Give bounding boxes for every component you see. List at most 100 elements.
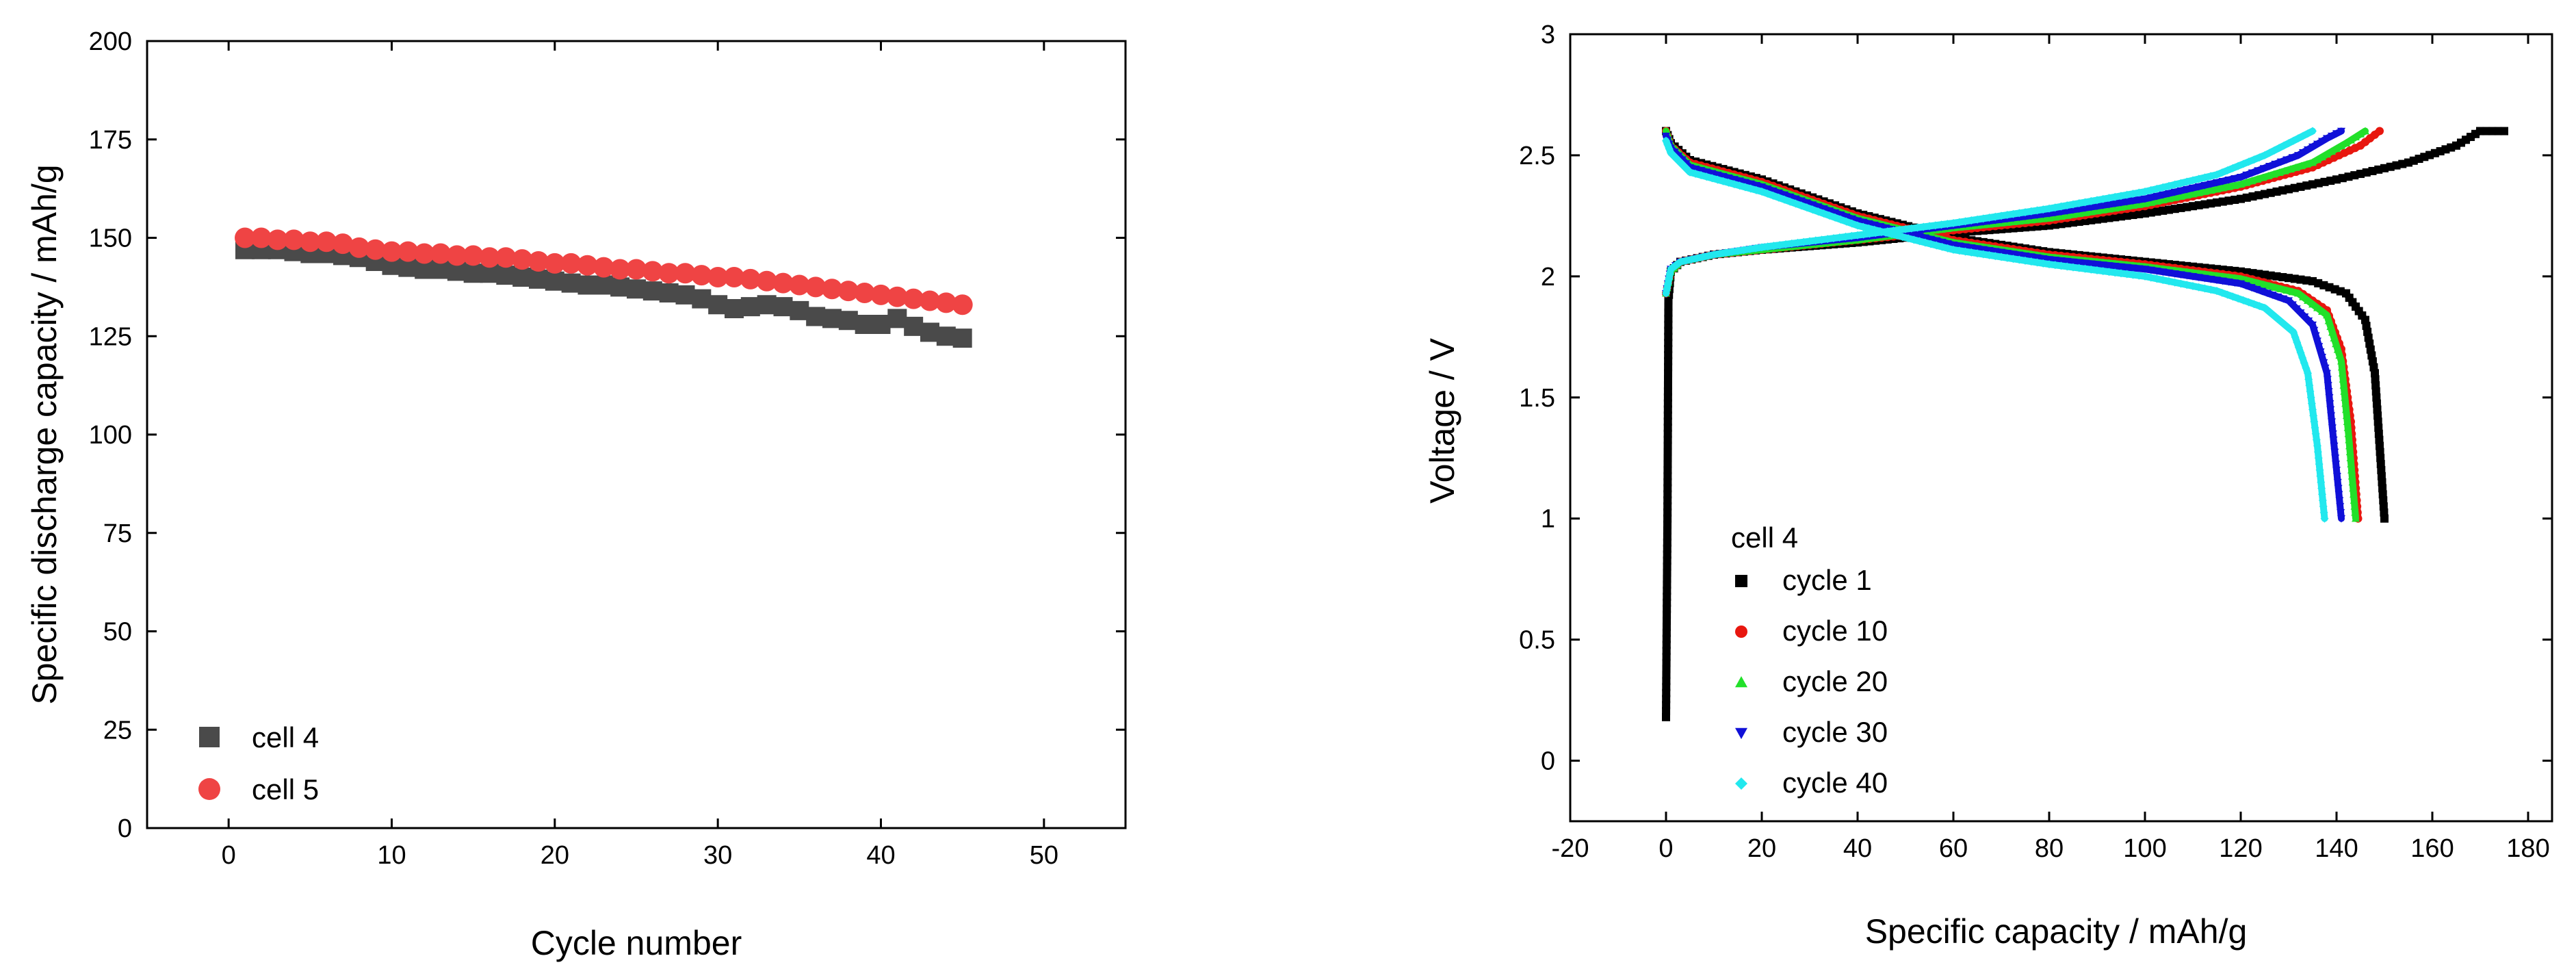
data-point-cell-5 [235, 227, 255, 248]
cycle-40-discharge-point [1985, 250, 1994, 259]
cycle-20-discharge-point [2345, 441, 2354, 450]
cycle-30-charge-point [2304, 146, 2312, 154]
data-point-cell-5 [837, 281, 859, 302]
data-point-cell-5 [675, 263, 696, 284]
cycle-30-charge-point [2081, 205, 2090, 212]
cycle-30-charge-point [2183, 185, 2191, 194]
cycle-30-discharge-point [2337, 509, 2345, 517]
cycle-40-discharge-point [2194, 283, 2203, 292]
cycle-40-charge-point [2183, 177, 2191, 186]
cycle-30-charge-point [2242, 171, 2251, 179]
cycle-20-charge-point [2087, 207, 2096, 216]
cycle-30-discharge-point [2285, 297, 2293, 305]
cycle-40-discharge-point [1955, 246, 1964, 255]
cycle-30-discharge-point [2141, 266, 2149, 274]
cycle-30-discharge-point [2122, 263, 2131, 272]
cycle-40-charge-point [1758, 243, 1766, 252]
cycle-30-charge-point [2093, 203, 2101, 211]
right-chart: -20 0 20 40 60 80 100 120 140 160 180 0 0.5 1 1.5 2 2.5 3… [1423, 21, 2553, 951]
cycle-30-charge-point [2271, 160, 2280, 168]
right-x-tick-label: 20 [1747, 834, 1776, 863]
right-y-tick-label: 1 [1541, 505, 1555, 534]
data-point-cell-5 [658, 263, 679, 284]
cycle-40-charge-point [2057, 202, 2066, 211]
cycle-30-discharge-point [2335, 497, 2344, 505]
cycle-40-discharge-point [2310, 417, 2319, 426]
cycle-40-charge-point [2081, 198, 2090, 207]
cycle-30-discharge-point [2230, 279, 2239, 287]
right-y-tick-label: 0 [1541, 747, 1555, 776]
data-point-cell-4 [920, 322, 939, 342]
cycle-40-discharge-point [1938, 242, 1947, 251]
cycle-30-discharge-point [1774, 189, 1783, 197]
cycle-30-discharge-point [2033, 254, 2042, 262]
cycle-40-charge-point [2152, 184, 2161, 193]
cycle-40-discharge-point [2098, 267, 2107, 276]
cycle-30-discharge-point [2247, 284, 2256, 292]
cycle-40-discharge-point [2317, 484, 2326, 493]
cycle-20-charge-point [2117, 203, 2125, 211]
data-point-cell-5 [691, 265, 712, 286]
cycle-30-discharge-point [2093, 261, 2101, 269]
cycle-40-charge-point [1943, 220, 1952, 229]
cycle-30-charge-point [2194, 183, 2203, 191]
cycle-20-discharge-point [2351, 508, 2360, 516]
cycle-40-discharge-point [1859, 222, 1868, 231]
cycle-40-discharge-point [2320, 514, 2329, 523]
right-ticks: -20 0 20 40 60 80 100 120 140 160 180 0 0.5 1 1.5 2 2.5 3 [1519, 21, 2552, 863]
cycle-30-discharge-point [2098, 261, 2107, 270]
cycle-40-charge-point [1931, 221, 1940, 230]
cycle-30-discharge-point [2021, 252, 2029, 260]
cycle-40-discharge-point [2305, 381, 2314, 390]
cycle-40-charge-point [1835, 233, 1844, 242]
data-point-cell-5 [920, 290, 940, 311]
cycle-40-discharge-point [2304, 369, 2312, 378]
cycle-40-charge-point [2129, 190, 2137, 198]
cycle-30-discharge-point [2268, 292, 2277, 299]
left-legend-label-cell-5: cell 5 [252, 773, 319, 805]
data-point-cell-5 [333, 233, 353, 255]
right-legend-label-cycle-1: cycle 1 [1782, 564, 1872, 596]
right-y-tick-label: 2 [1541, 263, 1555, 292]
cycle-20-discharge-point [2350, 502, 2359, 510]
cycle-40-discharge-point [2051, 261, 2059, 270]
cycle-30-discharge-point [2326, 400, 2334, 408]
cycle-20-discharge-point [2324, 316, 2333, 324]
right-x-tick-label: 100 [2123, 834, 2166, 863]
data-point-cell-5 [300, 231, 321, 253]
cycle-30-charge-point [2122, 198, 2131, 206]
cycle-30-charge-point [2111, 200, 2120, 208]
cycle-30-discharge-point [1967, 244, 1976, 252]
cycle-40-discharge-point [2200, 284, 2209, 293]
data-point-cell-4 [692, 289, 712, 309]
cycle-30-discharge-point [2194, 274, 2203, 282]
cycle-40-charge-point [2135, 188, 2144, 197]
cycle-30-discharge-point [2334, 485, 2343, 493]
cycle-40-discharge-point [2074, 263, 2083, 272]
cycle-30-charge-point [2074, 205, 2083, 214]
cycle-1-charge-point [2500, 127, 2508, 136]
cycle-30-discharge-point [2159, 268, 2168, 276]
cycle-20-discharge-point [2299, 292, 2307, 300]
right-series [1662, 127, 2508, 721]
cycle-30-discharge-point [1802, 199, 1811, 207]
left-ticks: 0 10 20 30 40 50 0 25 50 75 100 125 150 175 200 [89, 27, 1126, 870]
cycle-20-charge-point [2224, 182, 2233, 190]
cycle-30-discharge-point [2318, 353, 2326, 361]
left-x-tick-label: 40 [866, 841, 895, 870]
cycle-40-charge-point [1973, 215, 1981, 224]
cycle-40-charge-point [1806, 237, 1814, 246]
cycle-40-charge-point [1775, 241, 1784, 250]
cycle-30-discharge-point [2328, 424, 2337, 432]
cycle-20-charge-point [2183, 191, 2191, 199]
right-y-tick-label: 3 [1541, 21, 1555, 49]
cycle-30-charge-point [2332, 130, 2341, 138]
cycle-30-charge-point [2213, 179, 2221, 187]
cycle-20-discharge-point [2350, 496, 2358, 504]
right-x-tick-label: 80 [2035, 834, 2064, 863]
cycle-20-discharge-point [2346, 454, 2355, 462]
cycle-30-charge-point [2248, 169, 2256, 177]
cycle-30-charge-point [2189, 184, 2197, 192]
cycle-30-charge-point [2282, 156, 2291, 164]
cycle-30-charge-point [2105, 201, 2113, 209]
